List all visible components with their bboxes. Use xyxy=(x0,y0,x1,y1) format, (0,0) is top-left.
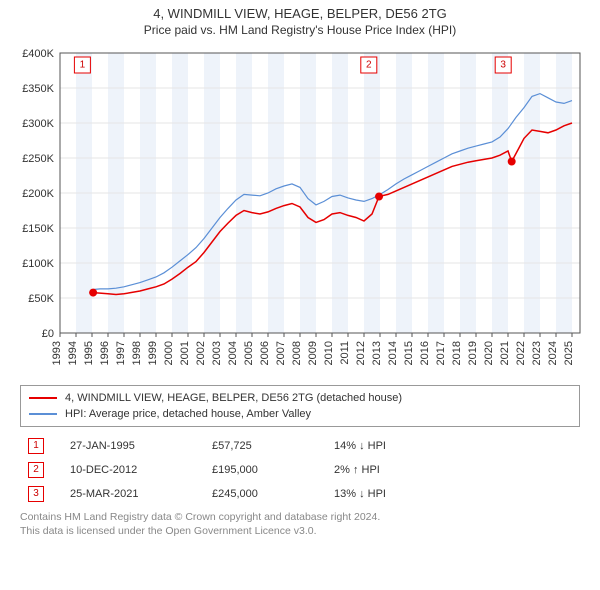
event-date: 25-MAR-2021 xyxy=(64,483,204,505)
event-price: £57,725 xyxy=(206,435,326,457)
svg-text:2017: 2017 xyxy=(435,341,447,365)
event-delta: 13% ↓ HPI xyxy=(328,483,578,505)
svg-text:2005: 2005 xyxy=(243,341,255,365)
svg-text:2013: 2013 xyxy=(371,341,383,365)
svg-text:1996: 1996 xyxy=(99,341,111,365)
legend-swatch xyxy=(29,413,57,415)
legend-label: 4, WINDMILL VIEW, HEAGE, BELPER, DE56 2T… xyxy=(65,392,402,404)
svg-text:2002: 2002 xyxy=(195,341,207,365)
svg-text:£400K: £400K xyxy=(22,48,54,60)
svg-text:2015: 2015 xyxy=(403,341,415,365)
svg-text:2003: 2003 xyxy=(211,341,223,365)
svg-text:1: 1 xyxy=(80,60,86,71)
attribution: Contains HM Land Registry data © Crown c… xyxy=(20,511,580,538)
svg-text:2024: 2024 xyxy=(547,341,559,365)
chart-title-address: 4, WINDMILL VIEW, HEAGE, BELPER, DE56 2T… xyxy=(0,6,600,21)
svg-text:1995: 1995 xyxy=(83,341,95,365)
sale-events-table: 1 27-JAN-1995 £57,725 14% ↓ HPI 2 10-DEC… xyxy=(20,433,580,507)
svg-text:2021: 2021 xyxy=(499,341,511,365)
svg-text:2001: 2001 xyxy=(179,341,191,365)
event-price: £195,000 xyxy=(206,459,326,481)
svg-text:2: 2 xyxy=(366,60,372,71)
table-row: 2 10-DEC-2012 £195,000 2% ↑ HPI xyxy=(22,459,578,481)
svg-text:2025: 2025 xyxy=(563,341,575,365)
svg-text:1998: 1998 xyxy=(131,341,143,365)
svg-text:2011: 2011 xyxy=(339,341,351,365)
svg-text:£200K: £200K xyxy=(22,188,54,200)
svg-text:2023: 2023 xyxy=(531,341,543,365)
svg-text:1997: 1997 xyxy=(115,341,127,365)
table-row: 3 25-MAR-2021 £245,000 13% ↓ HPI xyxy=(22,483,578,505)
chart-title-subtitle: Price paid vs. HM Land Registry's House … xyxy=(0,23,600,37)
svg-text:1999: 1999 xyxy=(147,341,159,365)
svg-text:£0: £0 xyxy=(42,328,54,340)
event-date: 27-JAN-1995 xyxy=(64,435,204,457)
attribution-line: This data is licensed under the Open Gov… xyxy=(20,525,580,539)
svg-text:2006: 2006 xyxy=(259,341,271,365)
svg-text:2020: 2020 xyxy=(483,341,495,365)
svg-text:2012: 2012 xyxy=(355,341,367,365)
svg-text:2004: 2004 xyxy=(227,341,239,365)
svg-text:2010: 2010 xyxy=(323,341,335,365)
svg-text:2016: 2016 xyxy=(419,341,431,365)
legend-swatch xyxy=(29,397,57,399)
svg-text:2008: 2008 xyxy=(291,341,303,365)
svg-text:£250K: £250K xyxy=(22,153,54,165)
event-delta: 14% ↓ HPI xyxy=(328,435,578,457)
svg-text:3: 3 xyxy=(500,60,506,71)
legend-row-hpi: HPI: Average price, detached house, Ambe… xyxy=(29,406,571,422)
event-marker-3: 3 xyxy=(28,486,44,502)
legend-label: HPI: Average price, detached house, Ambe… xyxy=(65,408,311,420)
attribution-line: Contains HM Land Registry data © Crown c… xyxy=(20,511,580,525)
event-marker-2: 2 xyxy=(28,462,44,478)
svg-text:£150K: £150K xyxy=(22,223,54,235)
svg-text:2009: 2009 xyxy=(307,341,319,365)
svg-text:2000: 2000 xyxy=(163,341,175,365)
event-delta: 2% ↑ HPI xyxy=(328,459,578,481)
svg-text:1994: 1994 xyxy=(67,341,79,365)
svg-text:2018: 2018 xyxy=(451,341,463,365)
svg-text:£300K: £300K xyxy=(22,118,54,130)
price-chart: £0 £50K £100K £150K £200K £250K £300K £350K £400… xyxy=(10,43,590,383)
table-row: 1 27-JAN-1995 £57,725 14% ↓ HPI xyxy=(22,435,578,457)
svg-text:1993: 1993 xyxy=(51,341,63,365)
svg-text:2019: 2019 xyxy=(467,341,479,365)
event-marker-1: 1 xyxy=(28,438,44,454)
event-price: £245,000 xyxy=(206,483,326,505)
svg-text:£50K: £50K xyxy=(28,293,54,305)
legend: 4, WINDMILL VIEW, HEAGE, BELPER, DE56 2T… xyxy=(20,385,580,427)
svg-text:£100K: £100K xyxy=(22,258,54,270)
svg-text:£350K: £350K xyxy=(22,83,54,95)
svg-text:2022: 2022 xyxy=(515,341,527,365)
legend-row-price-paid: 4, WINDMILL VIEW, HEAGE, BELPER, DE56 2T… xyxy=(29,390,571,406)
svg-text:2014: 2014 xyxy=(387,341,399,365)
svg-text:2007: 2007 xyxy=(275,341,287,365)
event-date: 10-DEC-2012 xyxy=(64,459,204,481)
